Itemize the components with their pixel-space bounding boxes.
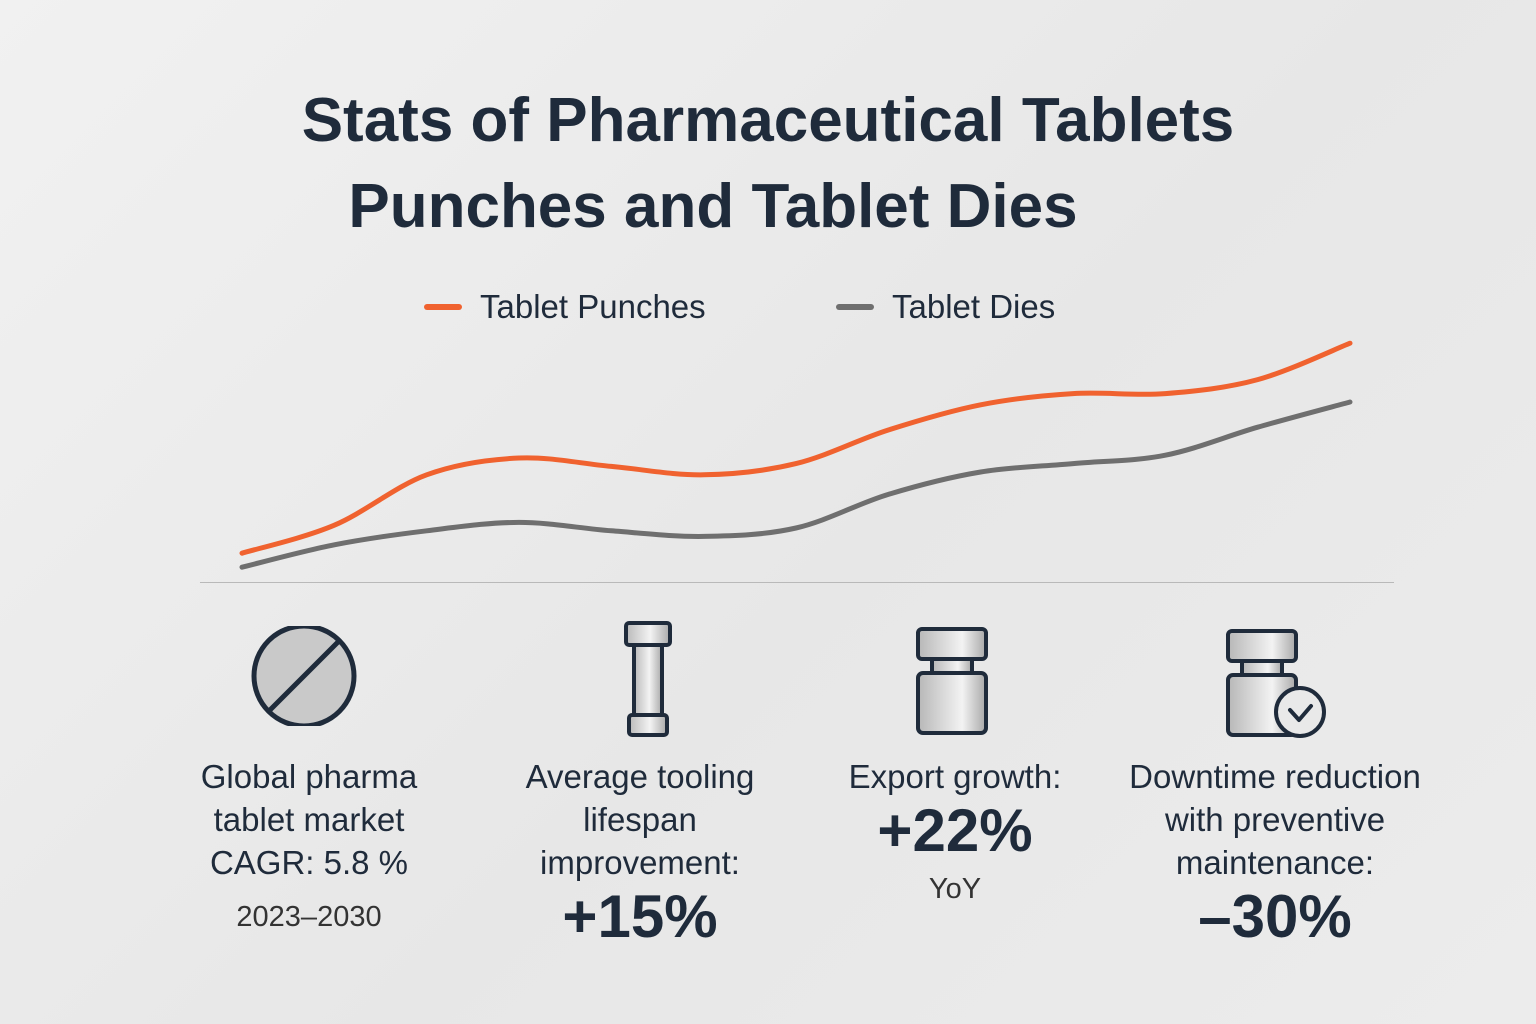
legend-item-tablet-punches: Tablet Punches — [424, 288, 706, 326]
series-line-tablet-punches — [239, 340, 1353, 556]
legend-swatch-punches — [424, 304, 462, 310]
stat-downtime-reduction: Downtime reduction with preventive maint… — [1110, 755, 1440, 950]
legend-swatch-dies — [836, 304, 874, 310]
chart-baseline-divider — [200, 582, 1394, 583]
tablet-icon — [251, 626, 357, 726]
stat-export-growth-label: Export growth: — [848, 758, 1062, 795]
legend-label-dies: Tablet Dies — [892, 288, 1056, 325]
stat-export-growth: Export growth: +22% YoY — [795, 755, 1115, 911]
stat-downtime-reduction-value: –30% — [1198, 883, 1352, 950]
legend-label-punches: Tablet Punches — [480, 288, 706, 325]
line-chart — [239, 340, 1353, 570]
stat-market-cagr-label: Global pharma tablet market CAGR: 5.8 % — [200, 758, 418, 881]
die-icon — [916, 627, 988, 735]
page-title-line2: Punches and Tablet Dies — [348, 172, 1078, 241]
page-title-line1: Stats of Pharmaceutical Tablets — [301, 86, 1235, 155]
stat-market-cagr-period: 2023–2030 — [236, 901, 382, 933]
stat-market-cagr: Global pharma tablet market CAGR: 5.8 % … — [149, 755, 469, 939]
legend-item-tablet-dies: Tablet Dies — [836, 288, 1055, 326]
stat-tooling-lifespan-label: Average tooling lifespan improvement: — [525, 758, 755, 881]
series-line-tablet-dies — [239, 399, 1353, 570]
stat-export-growth-value: +22% — [877, 797, 1033, 864]
stat-tooling-lifespan-value: +15% — [562, 883, 718, 950]
stat-downtime-reduction-label: Downtime reduction with preventive maint… — [1129, 758, 1421, 881]
punch-icon — [624, 621, 672, 737]
stat-export-growth-period: YoY — [928, 873, 982, 905]
stat-tooling-lifespan: Average tooling lifespan improvement: +1… — [480, 755, 800, 950]
die-clock-icon — [1226, 629, 1326, 738]
